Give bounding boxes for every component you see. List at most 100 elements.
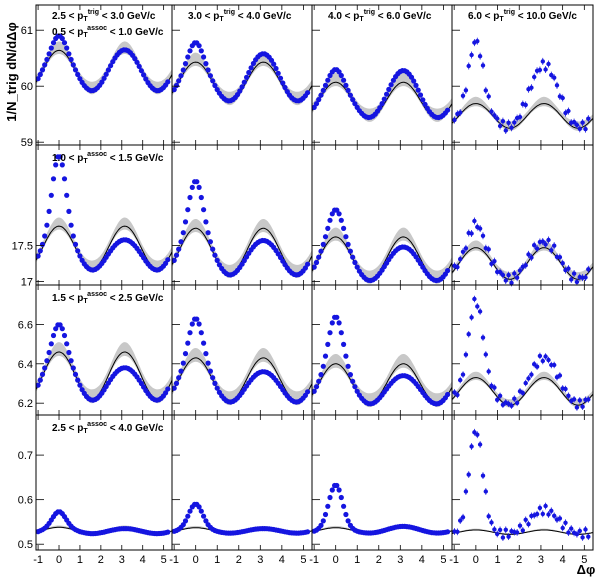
data-point — [241, 79, 247, 85]
flow-band — [452, 371, 593, 408]
data-point — [103, 71, 109, 77]
y-tick-label: 6.6 — [18, 319, 33, 331]
data-point — [445, 268, 451, 274]
data-point — [187, 48, 193, 54]
data-point — [201, 513, 207, 519]
data-point — [350, 254, 356, 260]
flow-band — [172, 525, 312, 534]
data-point — [354, 388, 360, 394]
data-point — [198, 330, 204, 336]
data-point — [216, 262, 222, 268]
data-point — [334, 314, 340, 320]
data-point — [66, 51, 72, 57]
data-point — [50, 332, 57, 339]
data-point — [460, 515, 466, 520]
flow-band — [312, 525, 452, 534]
data-point — [529, 372, 534, 377]
panel-label: 4.0 < pTtrig < 6.0 GeV/c — [328, 9, 432, 23]
x-tick-label: 4 — [419, 554, 425, 566]
data-point — [523, 380, 528, 386]
data-point — [203, 219, 209, 225]
data-point — [500, 272, 506, 278]
data-point — [241, 258, 247, 264]
data-point — [526, 376, 531, 381]
data-point — [343, 353, 349, 359]
data-point — [37, 377, 43, 383]
data-point — [313, 384, 320, 390]
data-point — [543, 67, 548, 72]
data-point — [316, 97, 322, 103]
data-point — [70, 62, 76, 68]
data-point — [320, 87, 326, 93]
data-point — [207, 73, 213, 79]
data-point — [486, 94, 491, 99]
data-point — [77, 253, 83, 259]
panel-r2-c0: 6.2 6.4 6.6 1.5 < pTassoc < 2.5 GeV/c — [18, 284, 173, 416]
data-point — [105, 67, 111, 73]
data-point — [532, 362, 537, 367]
data-point — [194, 316, 200, 322]
data-point — [72, 241, 79, 247]
data-point — [489, 261, 494, 266]
data-point — [64, 341, 70, 347]
data-point — [566, 393, 571, 398]
data-point — [506, 120, 511, 126]
data-point — [325, 225, 331, 231]
x-tick-label: 5 — [161, 554, 167, 566]
flow-line — [451, 103, 594, 129]
data-point — [492, 259, 497, 264]
data-point — [302, 265, 308, 271]
data-point — [517, 268, 523, 273]
data-point — [506, 534, 511, 539]
panel-r1-c3 — [451, 144, 594, 287]
data-point — [196, 321, 202, 327]
panel-label: 2.5 < pTtrig < 3.0 GeV/c — [52, 9, 156, 23]
data-point — [543, 242, 548, 247]
y-tick-label: 0.7 — [18, 450, 33, 462]
data-point — [514, 530, 520, 535]
data-point — [316, 254, 322, 260]
data-point — [171, 87, 177, 93]
data-point — [469, 52, 474, 58]
data-point — [165, 79, 171, 85]
data-point — [509, 125, 514, 130]
data-point — [523, 517, 528, 522]
data-point — [583, 275, 588, 280]
data-point — [486, 514, 491, 519]
data-point — [48, 45, 54, 51]
data-point — [180, 230, 186, 236]
y-tick-label: 17.5 — [12, 241, 33, 253]
data-point — [311, 264, 317, 270]
data-point — [560, 261, 565, 266]
data-point — [185, 513, 191, 519]
panel-frame — [171, 4, 313, 146]
data-point — [537, 353, 543, 359]
y-tick-label: 17 — [21, 276, 33, 288]
data-point — [189, 321, 195, 327]
data-point — [173, 380, 180, 386]
data-point — [497, 123, 503, 129]
y-axis-title: 1/N_trig dN/dΔφ — [4, 22, 19, 122]
data-point — [566, 108, 571, 114]
data-point — [574, 532, 580, 537]
data-point — [210, 78, 216, 84]
data-point — [163, 390, 169, 396]
data-point — [529, 255, 534, 260]
data-point — [422, 101, 428, 107]
data-point — [345, 518, 351, 524]
data-point — [214, 385, 220, 391]
x-tick-label: 5 — [581, 554, 587, 566]
data-point — [480, 63, 486, 68]
data-point — [583, 527, 588, 532]
data-point — [549, 72, 554, 78]
data-point — [345, 363, 351, 369]
data-point — [552, 362, 557, 368]
data-point — [322, 82, 329, 88]
data-point — [343, 82, 349, 88]
data-point — [583, 126, 588, 132]
data-point — [57, 322, 63, 328]
data-point — [182, 219, 189, 225]
data-point — [509, 280, 514, 286]
x-tick-label: -1 — [309, 554, 319, 566]
data-point — [352, 259, 358, 266]
